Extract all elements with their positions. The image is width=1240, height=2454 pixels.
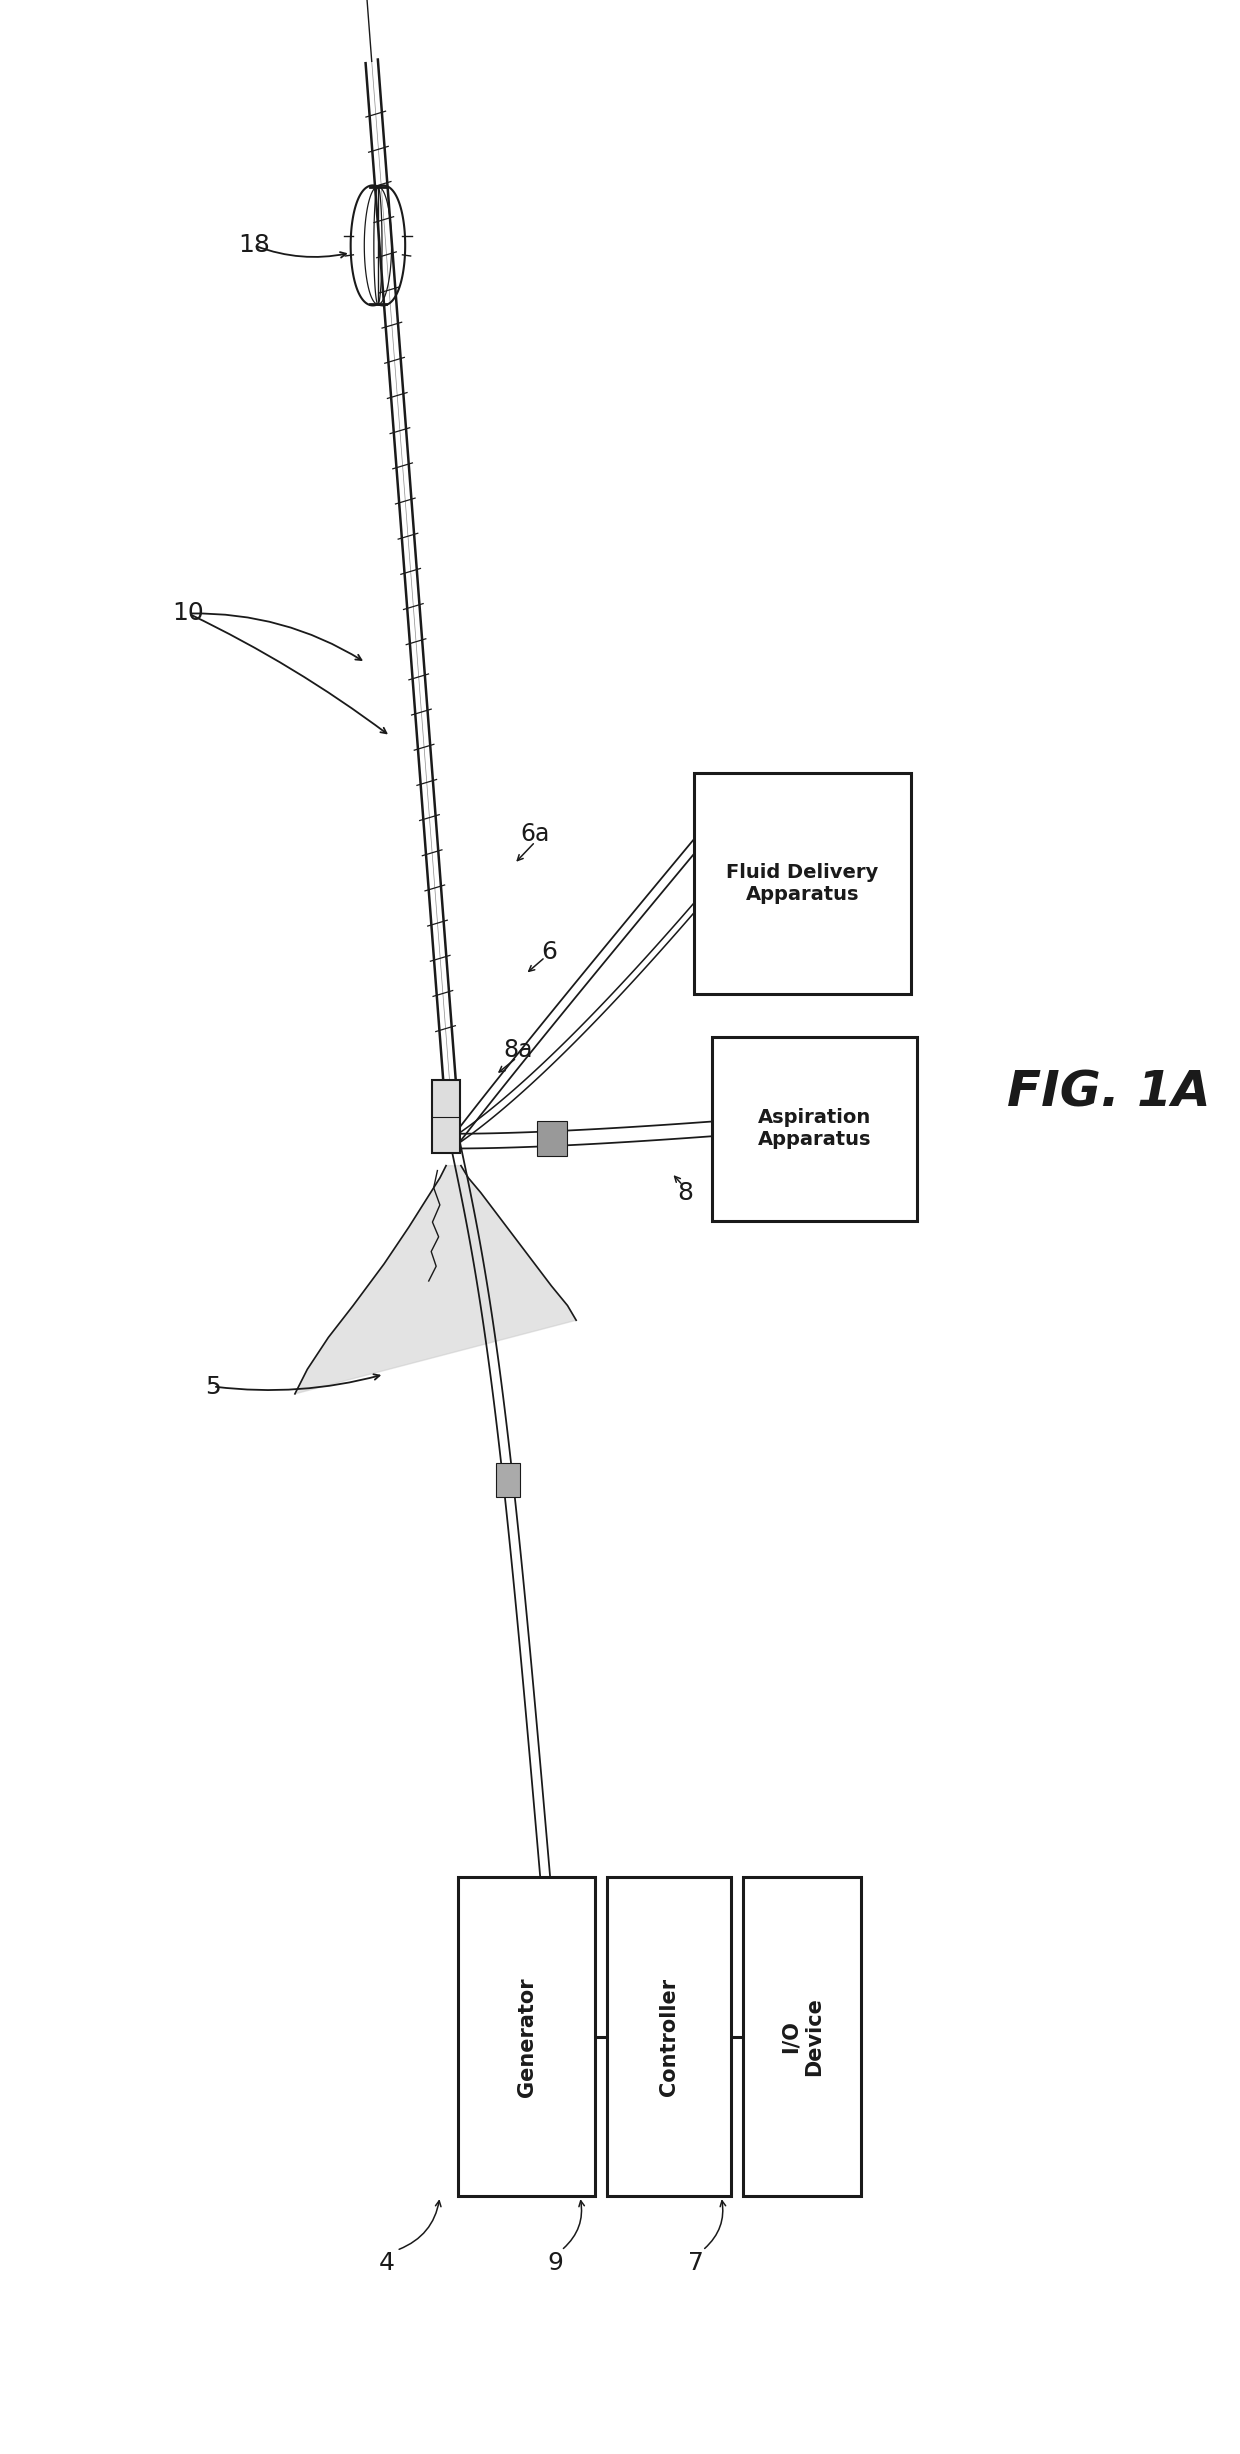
Bar (744, 1877, 861, 2196)
Text: FIG. 1A: FIG. 1A (1007, 1067, 1210, 1117)
Text: 6: 6 (541, 940, 557, 964)
Text: 9: 9 (547, 2250, 563, 2275)
Text: 8a: 8a (503, 1038, 533, 1063)
Bar (694, 773, 910, 994)
Text: Controller: Controller (660, 1978, 680, 2096)
Bar (537, 1121, 567, 1156)
Text: I/O
Device: I/O Device (781, 1998, 823, 2076)
Text: Fluid Delivery
Apparatus: Fluid Delivery Apparatus (727, 864, 878, 903)
Text: Aspiration
Apparatus: Aspiration Apparatus (758, 1109, 872, 1148)
Text: Generator: Generator (517, 1978, 537, 2096)
Bar (713, 1036, 916, 1220)
Bar (433, 1080, 460, 1153)
Bar (608, 1877, 732, 2196)
Text: 4: 4 (378, 2250, 394, 2275)
Polygon shape (295, 1166, 577, 1394)
Text: 10: 10 (172, 601, 205, 626)
Text: 7: 7 (688, 2250, 704, 2275)
Bar (459, 1877, 595, 2196)
Text: 8: 8 (677, 1180, 693, 1205)
Text: 5: 5 (206, 1374, 221, 1399)
Bar (496, 1463, 521, 1497)
Text: 6a: 6a (521, 822, 551, 847)
Text: 18: 18 (238, 233, 270, 258)
